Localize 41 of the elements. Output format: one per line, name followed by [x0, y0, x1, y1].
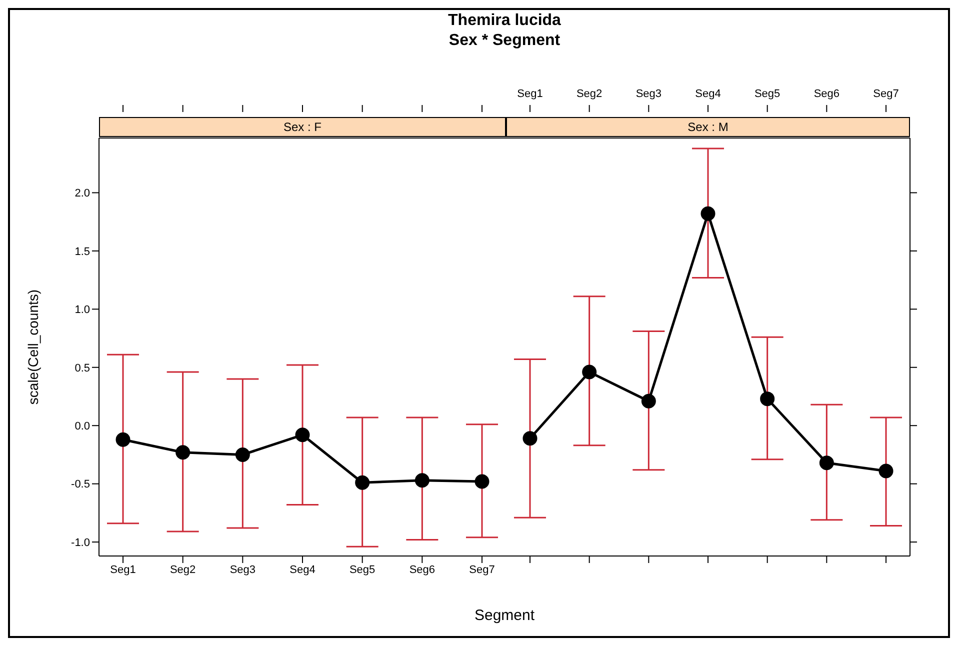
point	[116, 432, 130, 447]
y-axis-title: scale(Cell_counts)	[25, 289, 41, 405]
y-tick-label: 0.0	[74, 420, 90, 432]
x-tick-label: Seg3	[636, 88, 662, 100]
point	[819, 456, 834, 470]
x-tick-label: Seg5	[349, 564, 376, 576]
point	[474, 474, 490, 489]
point	[641, 394, 656, 408]
x-tick-label: Seg7	[873, 88, 899, 100]
x-tick-label: Seg1	[517, 88, 543, 100]
point	[522, 431, 538, 446]
x-tick-label: Seg1	[110, 564, 136, 576]
y-tick-label: 1.5	[74, 246, 90, 258]
y-tick-label: -0.5	[71, 478, 90, 491]
point	[414, 473, 430, 488]
x-tick-label: Seg6	[409, 564, 436, 576]
point	[355, 475, 370, 490]
chart-subtitle: Sex * Segment	[448, 32, 562, 50]
x-tick-label: Seg2	[170, 564, 196, 576]
point	[235, 447, 250, 462]
y-tick-label: -1.0	[71, 536, 90, 549]
point	[760, 392, 775, 406]
x-tick-label: Seg3	[230, 564, 256, 576]
point	[878, 464, 894, 478]
y-tick-label: 0.5	[74, 362, 90, 374]
text: Sex : F	[99, 117, 506, 137]
x-tick-label: Seg4	[290, 564, 316, 576]
x-tick-label: Seg5	[754, 88, 780, 100]
point	[295, 428, 310, 442]
x-axis-title: Segment	[473, 607, 536, 624]
chart-title: Themira lucida	[447, 12, 562, 30]
x-tick-label: Seg4	[695, 88, 721, 100]
text: Sex : M	[506, 117, 910, 137]
x-tick-label: Seg6	[814, 88, 840, 100]
y-tick-label: 2.0	[74, 188, 90, 200]
y-tick-label: 1.0	[74, 304, 90, 316]
x-tick-label: Seg2	[576, 88, 602, 100]
point	[700, 206, 716, 221]
point	[176, 445, 190, 460]
point	[582, 364, 597, 380]
x-tick-label: Seg7	[469, 564, 495, 576]
